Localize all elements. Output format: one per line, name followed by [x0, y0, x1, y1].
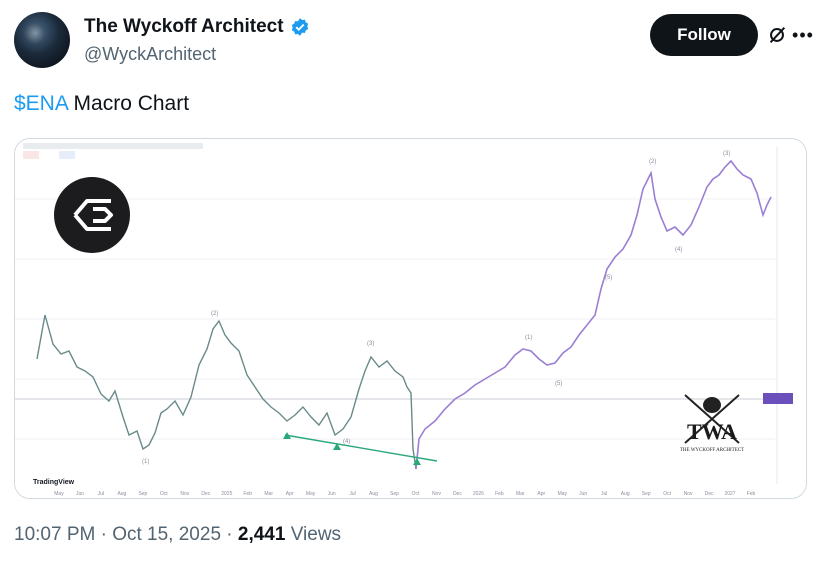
tweet-timestamp: 10:07 PM · Oct 15, 2025 · 2,441 Views [14, 524, 341, 546]
views-label: Views [285, 524, 342, 545]
views-count: 2,441 [237, 524, 286, 545]
month-label: Nov [684, 491, 693, 497]
month-label: Feb [243, 491, 252, 497]
wave-label: (5) [605, 275, 612, 281]
month-label: May [558, 491, 568, 497]
handle[interactable]: @WyckArchitect [84, 44, 217, 64]
twa-logo: TWA THE WYCKOFF ARCHITECT [680, 394, 744, 453]
month-label: Jul [98, 491, 104, 497]
twa-logo-subtext: THE WYCKOFF ARCHITECT [680, 448, 744, 453]
month-label: 2025 [221, 491, 232, 497]
month-label: Jun [579, 491, 587, 497]
month-label: Apr [286, 491, 294, 497]
trendline [284, 434, 438, 462]
wave-label: (3) [723, 151, 730, 157]
price-history-line [36, 314, 417, 470]
tweet-header: The Wyckoff Architect @WyckArchitect Fol… [14, 10, 814, 70]
tradingview-watermark: TradingView [33, 479, 75, 486]
author-name-row: The Wyckoff Architect [84, 16, 310, 38]
ena-logo-icon [54, 177, 130, 253]
month-label: Apr [537, 491, 545, 497]
month-label: Dec [705, 491, 714, 497]
twa-logo-text: TWA [687, 419, 737, 444]
wave-label: (4) [675, 247, 682, 253]
wave-label: (1) [142, 459, 149, 465]
month-label: Dec [201, 491, 210, 497]
month-label: Jul [601, 491, 607, 497]
month-label: May [54, 491, 64, 497]
display-name[interactable]: The Wyckoff Architect [84, 16, 284, 37]
timestamp[interactable]: 10:07 PM · Oct 15, 2025 · [14, 524, 238, 545]
wave-label: (5) [555, 381, 562, 387]
month-label: Nov [180, 491, 189, 497]
month-label: Sep [390, 491, 399, 497]
month-label: Sep [642, 491, 651, 497]
tweet-media[interactable]: (1) (2) (3) (4) (5) (1) (2) (3) (4) (5) … [14, 138, 807, 499]
month-label: Jul [349, 491, 355, 497]
month-label: Aug [117, 491, 126, 497]
month-label: Feb [747, 491, 756, 497]
month-label: Oct [160, 491, 168, 497]
month-label: Nov [432, 491, 441, 497]
avatar[interactable] [14, 12, 70, 68]
month-label: 2026 [473, 491, 484, 497]
month-label: Aug [369, 491, 378, 497]
month-label: Sep [138, 491, 147, 497]
wave-label: (2) [211, 311, 218, 317]
wave-label: (4) [343, 439, 350, 445]
verified-badge-icon [291, 18, 308, 36]
month-label: Oct [663, 491, 671, 497]
month-label: Mar [516, 491, 525, 497]
tweet-body: Macro Chart [67, 92, 190, 115]
trendline-marker-3 [413, 458, 421, 465]
month-label: 2027 [724, 491, 735, 497]
month-label: May [306, 491, 316, 497]
trendline-marker-2 [333, 443, 341, 450]
month-label: Oct [412, 491, 420, 497]
trendline-marker-1 [283, 432, 291, 439]
wave-label: (1) [525, 335, 532, 341]
wave-label: (3) [367, 341, 374, 347]
cashtag-link[interactable]: $ENA [14, 92, 68, 115]
month-label: Mar [264, 491, 273, 497]
more-options-icon[interactable]: ••• [792, 24, 814, 45]
grok-icon[interactable] [766, 24, 788, 46]
projection-line [415, 159, 772, 470]
month-label: Jun [76, 491, 84, 497]
follow-button[interactable]: Follow [650, 14, 758, 56]
wave-label: (2) [649, 159, 656, 165]
tweet-text: $ENA Macro Chart [14, 92, 189, 116]
month-label: Aug [621, 491, 630, 497]
chart-image: (1) (2) (3) (4) (5) (1) (2) (3) (4) (5) … [15, 139, 806, 498]
month-label: Feb [495, 491, 504, 497]
month-label: Jun [328, 491, 336, 497]
month-label: Dec [453, 491, 462, 497]
